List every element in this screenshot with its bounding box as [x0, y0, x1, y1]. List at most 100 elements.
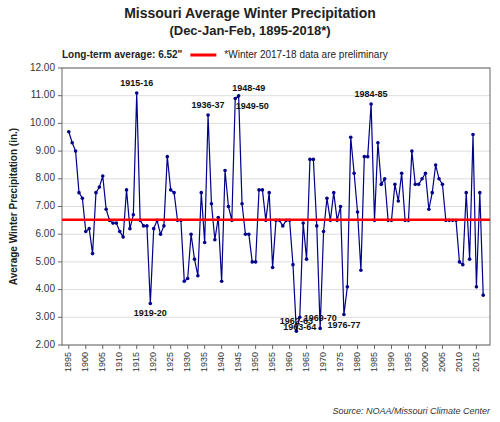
point [356, 210, 360, 214]
point [380, 183, 384, 187]
x-tick-label: 1930 [182, 352, 192, 372]
x-tick [289, 345, 290, 349]
legend-swatch [190, 54, 216, 57]
y-axis-label: Average Winter Precipitation (in.) [8, 128, 19, 285]
point [254, 260, 258, 264]
annotation: 1919-20 [134, 308, 167, 318]
y-tick [58, 206, 62, 207]
point [87, 227, 91, 231]
point [417, 183, 421, 187]
y-tick-label: 2.00 [36, 339, 56, 350]
point [189, 232, 193, 236]
point [70, 141, 74, 145]
point [115, 221, 119, 225]
point [101, 174, 105, 178]
point [132, 213, 136, 217]
y-tick [58, 123, 62, 124]
point [182, 279, 186, 283]
point [342, 313, 346, 317]
x-tick-label: 2005 [437, 352, 447, 372]
point [376, 141, 380, 145]
subtitle: (Dec-Jan-Feb, 1895-2018*) [169, 23, 330, 38]
point [237, 94, 241, 98]
point [98, 185, 102, 189]
y-tick [58, 289, 62, 290]
y-tick [58, 345, 62, 346]
y-tick [58, 68, 62, 69]
point [393, 183, 397, 187]
point [135, 91, 139, 95]
point [420, 177, 424, 181]
x-tick [357, 345, 358, 349]
x-tick-label: 1920 [148, 352, 158, 372]
x-tick [204, 345, 205, 349]
x-tick [476, 345, 477, 349]
y-tick [58, 95, 62, 96]
point [400, 171, 404, 175]
x-tick-label: 1990 [386, 352, 396, 372]
note: *Winter 2017-18 data are preliminary [224, 49, 387, 60]
chart: Missouri Average Winter Precipitation (De… [0, 0, 500, 422]
point [128, 227, 132, 231]
annotation: 1949-50 [236, 101, 269, 111]
x-tick-label: 1915 [131, 352, 141, 372]
point [332, 191, 336, 195]
point [359, 268, 363, 272]
x-tick-label: 1960 [284, 352, 294, 372]
x-tick-label: 1985 [369, 352, 379, 372]
point [206, 113, 210, 117]
point [186, 277, 190, 281]
point [461, 263, 465, 267]
point [458, 260, 462, 264]
point [213, 238, 217, 242]
x-tick-label: 1935 [199, 352, 209, 372]
x-tick-label: 1940 [216, 352, 226, 372]
point [81, 196, 85, 200]
point [227, 205, 231, 209]
x-tick [306, 345, 307, 349]
x-tick [391, 345, 392, 349]
point [199, 191, 203, 195]
x-tick-label: 1925 [165, 352, 175, 372]
series-line [69, 93, 483, 331]
annotation: 1984-85 [355, 89, 388, 99]
x-tick-label: 1955 [267, 352, 277, 372]
point [281, 224, 285, 228]
point [271, 266, 275, 270]
point [250, 260, 254, 264]
x-tick [221, 345, 222, 349]
x-tick-label: 1895 [63, 352, 73, 372]
point [308, 158, 312, 162]
point [203, 241, 207, 245]
point [172, 191, 176, 195]
point [118, 230, 122, 234]
point [261, 188, 265, 192]
point [104, 207, 108, 211]
x-tick [187, 345, 188, 349]
title: Missouri Average Winter Precipitation [124, 5, 376, 21]
point [196, 274, 200, 278]
x-tick [170, 345, 171, 349]
point [94, 191, 98, 195]
x-tick [323, 345, 324, 349]
x-tick-label: 1995 [403, 352, 413, 372]
x-tick [153, 345, 154, 349]
grid [62, 68, 490, 345]
point [430, 191, 434, 195]
point [244, 232, 248, 236]
x-tick [425, 345, 426, 349]
point [305, 257, 309, 261]
point [413, 183, 417, 187]
y-tick [58, 178, 62, 179]
point [434, 163, 438, 167]
x-tick [255, 345, 256, 349]
point [339, 205, 343, 209]
y-tick-label: 9.00 [36, 145, 56, 156]
grid-line [62, 234, 490, 235]
point [363, 155, 367, 159]
y-tick-label: 7.00 [36, 200, 56, 211]
point [125, 188, 129, 192]
x-tick-label: 1910 [114, 352, 124, 372]
annotation: 1976-77 [327, 320, 360, 330]
x-tick-label: 1965 [301, 352, 311, 372]
